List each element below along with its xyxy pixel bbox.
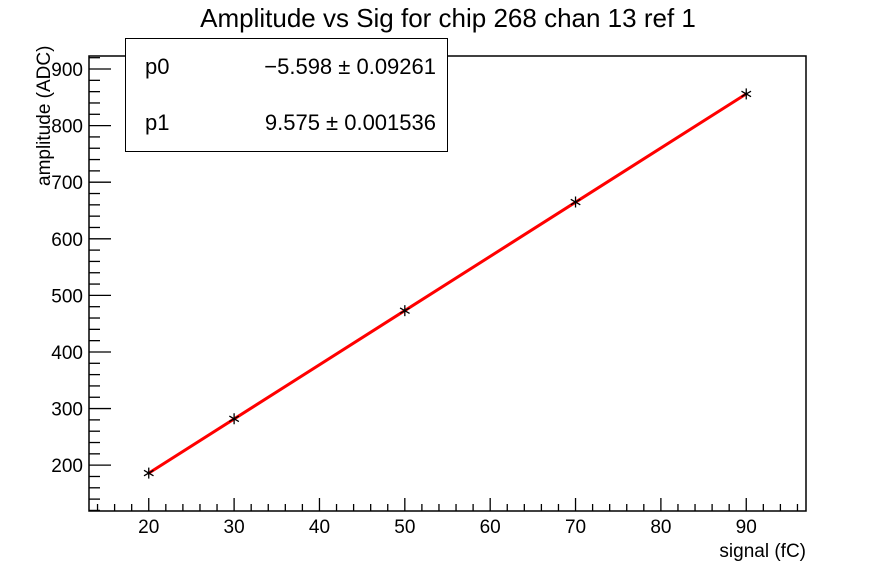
marker-ray — [143, 469, 154, 477]
y-tick-label: 600 — [51, 230, 83, 251]
y-tick-label: 700 — [51, 173, 83, 194]
marker-ray — [229, 415, 240, 423]
stats-row-p1: p1 9.575 ± 0.001536 — [126, 95, 447, 151]
x-tick-label: 20 — [138, 517, 159, 538]
data-point-marker — [399, 305, 410, 317]
x-tick-label: 70 — [565, 517, 586, 538]
fit-param-value: 9.575 ± 0.001536 — [264, 110, 436, 135]
y-tick-label: 800 — [51, 117, 83, 138]
fit-param-name: p1 — [145, 110, 170, 135]
x-tick-label: 40 — [309, 517, 330, 538]
stats-row-p0: p0 −5.598 ± 0.09261 — [126, 39, 447, 95]
y-tick-label: 200 — [51, 456, 83, 477]
marker-ray — [741, 90, 752, 98]
fit-param-name: p0 — [145, 54, 170, 79]
marker-ray — [399, 307, 410, 314]
fit-param-value: −5.598 ± 0.09261 — [264, 54, 436, 79]
x-tick-label: 80 — [650, 517, 671, 538]
x-tick-label: 30 — [224, 517, 245, 538]
x-axis-title: signal (fC) — [719, 541, 806, 562]
y-tick-label: 400 — [51, 343, 83, 364]
fit-line — [147, 92, 748, 475]
data-point-marker — [741, 88, 752, 100]
chart-title: Amplitude vs Sig for chip 268 chan 13 re… — [200, 3, 696, 33]
y-tick-label: 300 — [51, 400, 83, 421]
data-point-marker — [229, 413, 240, 425]
x-tick-label: 90 — [736, 517, 757, 538]
marker-ray — [570, 198, 581, 206]
data-point-marker — [143, 467, 154, 479]
x-tick-label: 60 — [480, 517, 501, 538]
x-tick-label: 50 — [394, 517, 415, 538]
stats-box: p0 −5.598 ± 0.09261 p1 9.575 ± 0.001536 — [125, 38, 448, 152]
y-axis-title: amplitude (ADC) — [34, 46, 55, 186]
y-tick-label: 900 — [51, 60, 83, 81]
plot-generated: 20 30 40 50 60 70 80 90 200 300 400 500 600 700 800 900 — [51, 55, 807, 538]
data-point-marker — [570, 196, 581, 208]
y-tick-label: 500 — [51, 286, 83, 307]
